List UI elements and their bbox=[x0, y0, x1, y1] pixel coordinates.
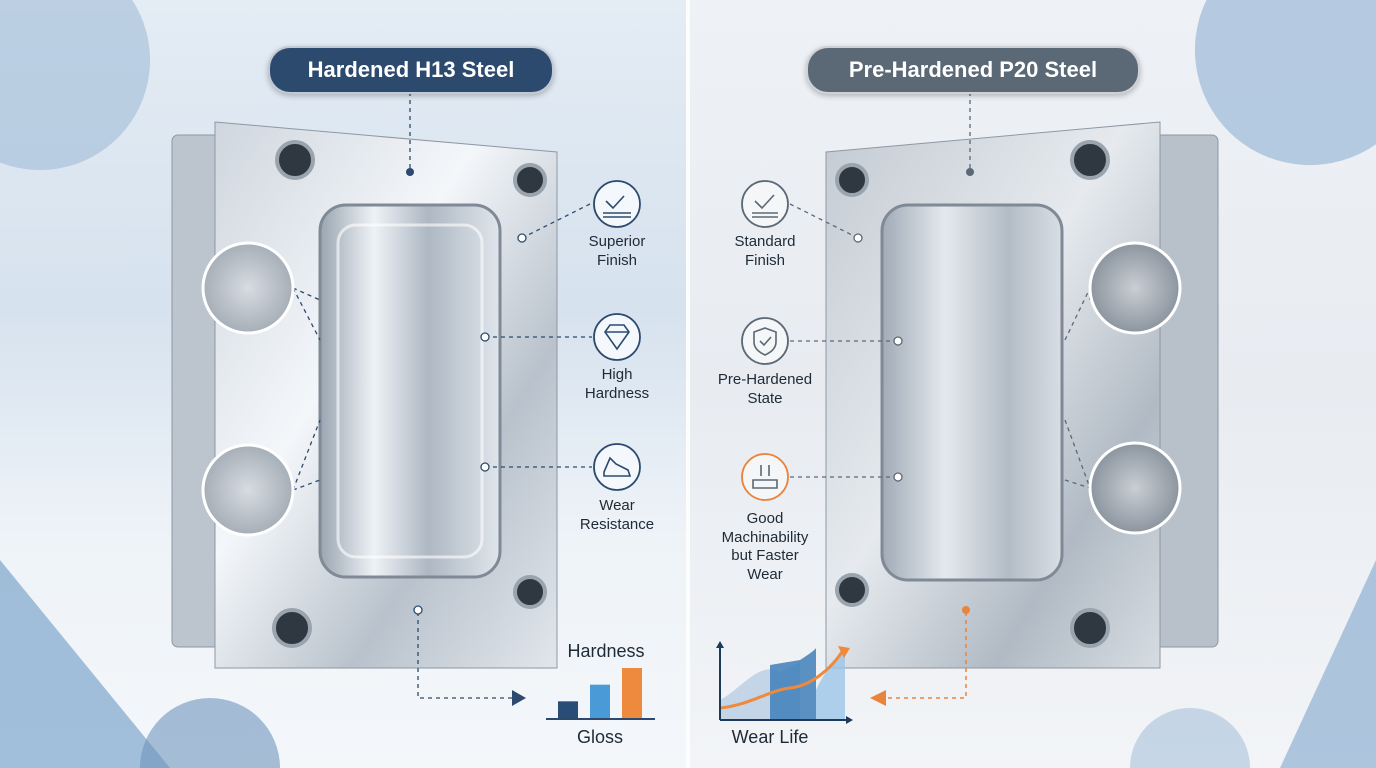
feature-superior-finish: Superior Finish bbox=[547, 233, 686, 270]
label-line: Finish bbox=[596, 251, 637, 269]
wear-life-line bbox=[719, 651, 844, 710]
surface-texture-fine-2 bbox=[201, 443, 295, 537]
arrow-head bbox=[870, 690, 886, 706]
label-line: Finish bbox=[744, 251, 785, 269]
chart-label-hardness: Hardness bbox=[567, 641, 645, 661]
decor-circle bbox=[140, 698, 280, 768]
chart-label-wear-life: Wear Life bbox=[731, 727, 809, 747]
wear-area-2 bbox=[770, 648, 816, 719]
feature-wear-resistance: Wear Resistance bbox=[547, 497, 686, 534]
wear-life-chart bbox=[716, 641, 853, 724]
label-line: Pre-Hardened bbox=[717, 371, 813, 388]
label-line: Hardness bbox=[584, 384, 650, 402]
callout-lines bbox=[292, 92, 592, 699]
mold-back-plate bbox=[171, 134, 221, 648]
decor-shape bbox=[1280, 560, 1376, 768]
decor-circle bbox=[1194, 0, 1376, 166]
mold-bolt-holes bbox=[272, 140, 547, 648]
label-line: Superior bbox=[588, 233, 646, 250]
mold-bolt-holes bbox=[835, 140, 1110, 648]
feature-high-hardness: High Hardness bbox=[547, 366, 686, 403]
decor-circle bbox=[0, 0, 151, 171]
label-line: Machinability bbox=[721, 528, 809, 546]
panel-divider bbox=[686, 0, 690, 768]
decor-shape bbox=[0, 560, 170, 768]
shield-check-icon bbox=[741, 317, 789, 365]
callout-line-orange bbox=[886, 612, 967, 699]
surface-texture-coarse bbox=[1088, 241, 1182, 335]
callout-dots bbox=[406, 168, 414, 176]
label-line: Good bbox=[746, 510, 784, 527]
p20-title-pill: Pre-Hardened P20 Steel bbox=[806, 46, 1140, 94]
h13-title: Hardened H13 Steel bbox=[307, 57, 515, 82]
chart-bar-3 bbox=[622, 668, 642, 718]
wear-arrows-icon bbox=[741, 453, 789, 501]
diamond-icon bbox=[593, 313, 641, 361]
chart-label-gloss: Gloss bbox=[576, 727, 623, 747]
feature-machinability: Good Machinability but Faster Wear bbox=[695, 510, 835, 584]
p20-illustration bbox=[716, 0, 1376, 768]
decor-circle bbox=[1130, 708, 1250, 768]
label-line: Wear bbox=[599, 497, 635, 514]
label-line: State bbox=[747, 389, 783, 407]
feature-pre-hardened-state: Pre-Hardened State bbox=[695, 371, 835, 408]
p20-title: Pre-Hardened P20 Steel bbox=[848, 57, 1098, 82]
label-line: but Faster bbox=[731, 547, 799, 564]
p20-panel: Pre-Hardened P20 Steel Standard Finish Pr… bbox=[690, 0, 1376, 768]
h13-illustration bbox=[0, 0, 655, 768]
chart-bar-2 bbox=[590, 684, 610, 718]
surface-texture-fine bbox=[201, 241, 295, 335]
feature-standard-finish: Standard Finish bbox=[695, 233, 835, 270]
hardness-gloss-chart bbox=[546, 668, 655, 720]
h13-panel: Hardened H13 Steel Superior Finish High Ha… bbox=[0, 0, 686, 768]
surface-texture-rough bbox=[1088, 441, 1182, 535]
label-line: Standard bbox=[734, 233, 796, 250]
label-line: Wear bbox=[747, 565, 783, 583]
shoe-icon bbox=[593, 443, 641, 491]
label-line: High bbox=[601, 366, 633, 383]
arrow-head bbox=[512, 690, 526, 706]
h13-title-pill: Hardened H13 Steel bbox=[268, 46, 554, 94]
wear-area-3 bbox=[816, 650, 845, 719]
mold-cavity bbox=[318, 203, 502, 579]
mold-cavity bbox=[880, 203, 1064, 582]
mold-back-plate bbox=[1155, 134, 1219, 648]
chart-bar-1 bbox=[558, 701, 578, 718]
label-line: Resistance bbox=[579, 515, 655, 533]
